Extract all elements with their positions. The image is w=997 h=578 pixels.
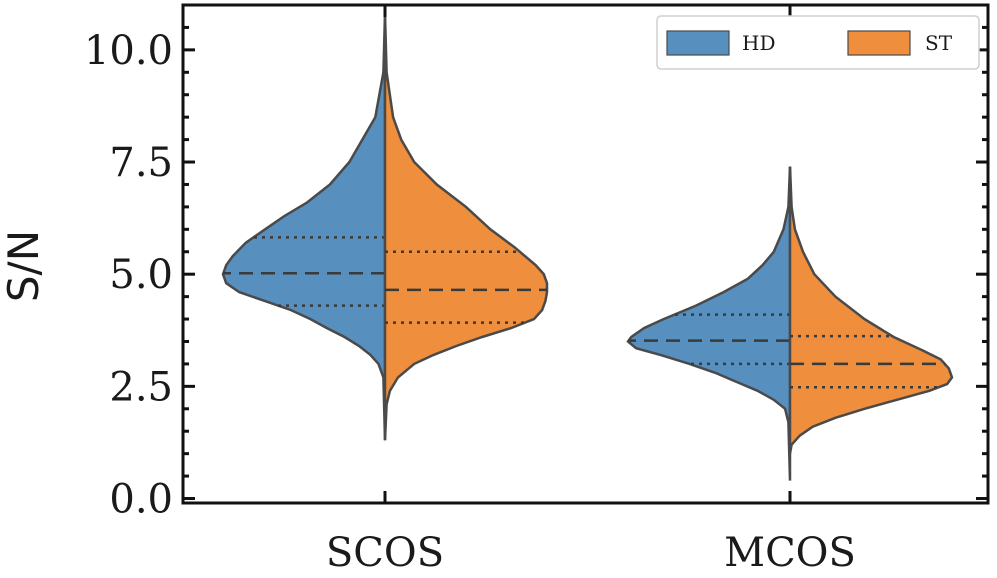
violins (221, 13, 954, 481)
violin-hd-scos (221, 13, 387, 441)
x-tick-label: MCOS (724, 530, 856, 576)
y-tick-label: 7.5 (109, 140, 173, 186)
y-tick-label: 5.0 (109, 252, 173, 298)
y-tick-label: 0.0 (109, 477, 173, 523)
legend-label-hd: HD (742, 31, 775, 55)
y-tick-label: 2.5 (109, 364, 173, 410)
legend-swatch-st (847, 30, 911, 56)
violin-st-scos (383, 13, 549, 441)
y-axis-label: S/N (0, 230, 48, 302)
axes: 0.0 2.5 5.0 7.5 10.0 SCOS MCOS (84, 3, 990, 576)
x-tick-label: SCOS (326, 530, 444, 576)
axes-frame (181, 3, 990, 505)
legend-swatch-hd (666, 30, 730, 56)
legend: HD ST (656, 15, 980, 70)
y-tick-label: 10.0 (84, 28, 173, 74)
violin-st-mcos (788, 166, 954, 454)
legend-box (656, 15, 980, 70)
legend-label-st: ST (925, 31, 953, 55)
violin-hd-mcos (626, 166, 792, 481)
